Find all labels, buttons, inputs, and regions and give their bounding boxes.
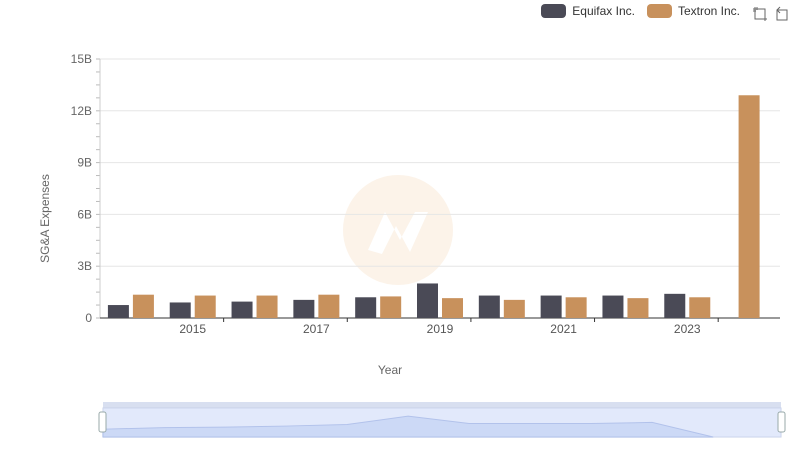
bar-textron-inc-2019	[442, 298, 463, 318]
bar-textron-inc-2021	[565, 297, 587, 318]
bar-textron-inc-2015	[194, 295, 216, 318]
x-tick-label: 2021	[550, 322, 577, 336]
bar-textron-inc-2017	[318, 294, 340, 318]
legend-label-textron: Textron Inc.	[677, 4, 740, 18]
bar-textron-inc-2023	[689, 297, 711, 318]
legend-item-textron[interactable]: Textron Inc.	[646, 4, 740, 18]
bar-equifax-inc-2020	[478, 295, 500, 318]
legend: Equifax Inc. Textron Inc.	[541, 4, 740, 18]
x-tick-label: 2017	[303, 322, 330, 336]
restore-icon[interactable]	[774, 6, 790, 22]
bar-textron-inc-2024	[738, 95, 760, 318]
x-tick-label: 2015	[179, 322, 206, 336]
legend-item-equifax[interactable]: Equifax Inc.	[541, 4, 635, 18]
legend-label-equifax: Equifax Inc.	[572, 4, 635, 18]
bar-textron-inc-2022	[627, 298, 649, 318]
datazoom-handle-right[interactable]	[777, 411, 786, 433]
y-tick-label: 3B	[77, 259, 92, 273]
datazoom-top-bar	[103, 402, 781, 408]
bar-textron-inc-2018	[380, 296, 402, 318]
legend-swatch-equifax	[541, 4, 567, 18]
legend-swatch-textron	[646, 4, 672, 18]
x-axis-label: Year	[378, 363, 402, 377]
bar-equifax-inc-2019	[417, 283, 438, 318]
datazoom-handle-left[interactable]	[98, 411, 107, 433]
zoom-icon[interactable]	[752, 6, 768, 22]
datazoom-preview	[102, 415, 714, 438]
bar-equifax-inc-2015	[169, 302, 191, 318]
bar-textron-inc-2016	[256, 295, 278, 318]
bar-equifax-inc-2014	[107, 305, 129, 318]
datazoom-selection	[103, 408, 781, 437]
bar-textron-inc-2020	[503, 299, 525, 318]
toolbox	[752, 6, 790, 22]
x-tick-label: 2019	[427, 322, 454, 336]
y-tick-label: 6B	[77, 207, 92, 221]
y-tick-label: 12B	[71, 104, 92, 118]
watermark-logo	[343, 175, 453, 285]
watermark-circle	[343, 175, 453, 285]
bar-equifax-inc-2018	[355, 297, 377, 318]
bar-equifax-inc-2022	[602, 295, 624, 318]
bar-textron-inc-2014	[132, 294, 154, 318]
bar-equifax-inc-2021	[540, 295, 562, 318]
bar-equifax-inc-2016	[231, 301, 253, 318]
y-tick-label: 15B	[71, 52, 92, 66]
y-tick-label: 9B	[77, 156, 92, 170]
bar-equifax-inc-2017	[293, 299, 315, 318]
y-tick-label: 0	[85, 311, 92, 325]
x-tick-label: 2023	[674, 322, 701, 336]
y-axis-label: SG&A Expenses	[38, 174, 52, 263]
bar-equifax-inc-2023	[664, 293, 686, 318]
watermark-mark	[368, 212, 428, 254]
